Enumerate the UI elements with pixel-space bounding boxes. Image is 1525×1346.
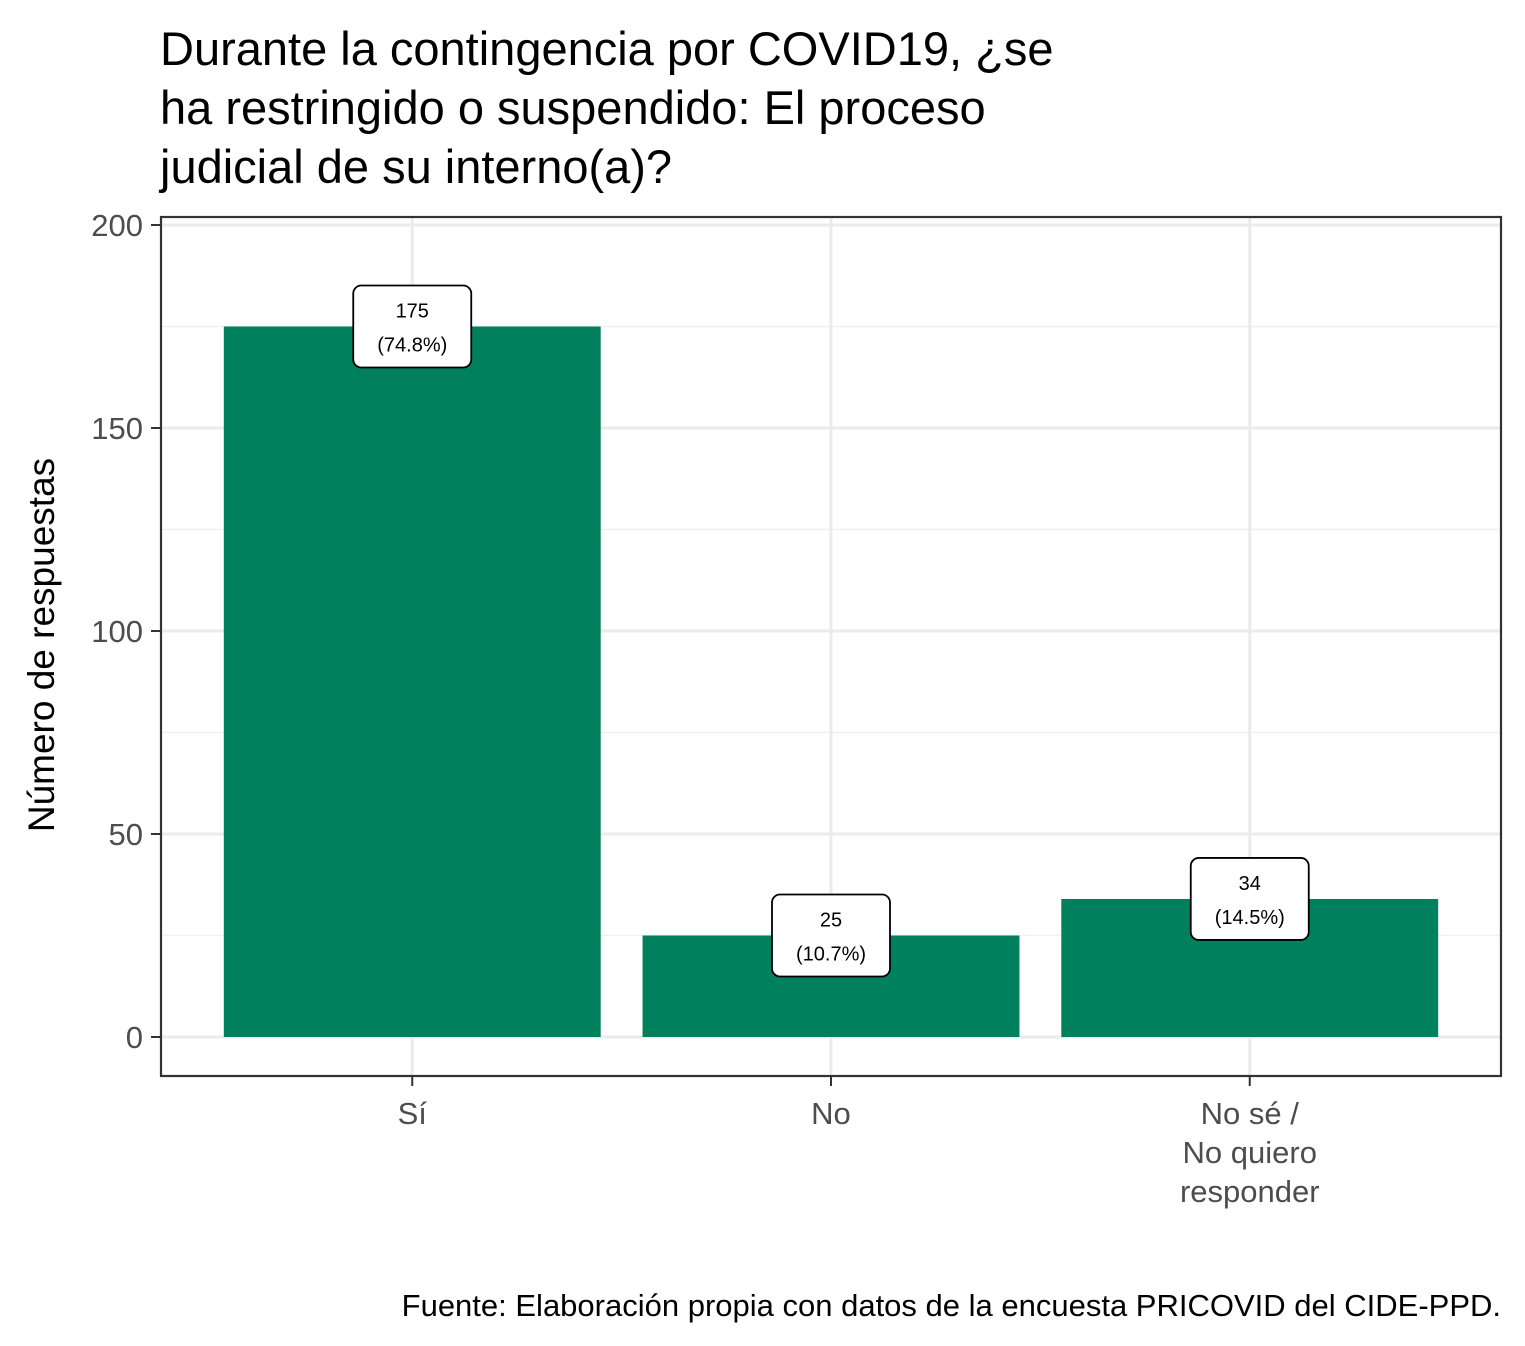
y-tick-label: 150 [91,411,143,446]
x-tick-label: responder [1180,1174,1320,1209]
x-tick-label: No [811,1096,851,1131]
y-tick-label: 100 [91,614,143,649]
y-tick-label: 0 [126,1020,143,1055]
chart-title-line-3: judicial de su interno(a)? [160,140,673,193]
bar [223,326,601,1037]
data-label: 175 [396,301,429,323]
data-label: (74.8%) [377,335,447,357]
x-tick-label: No sé / [1201,1096,1300,1131]
chart-title-line-2: ha restringido o suspendido: El proceso [160,81,986,134]
data-label-box [1189,857,1310,941]
y-tick-label: 50 [109,817,143,852]
y-tick-label: 200 [91,208,143,243]
chart-title-line-1: Durante la contingencia por COVID19, ¿se [160,22,1054,75]
x-tick-label: No quiero [1183,1135,1317,1170]
data-label: 25 [820,910,842,932]
data-label-box [771,893,891,978]
x-tick-label: Sí [398,1096,428,1131]
data-label: (14.5%) [1215,907,1285,929]
data-label: 34 [1239,873,1261,895]
data-label-box [352,284,473,369]
chart-caption: Fuente: Elaboración propia con datos de … [401,1288,1501,1323]
data-label: (10.7%) [796,944,866,966]
